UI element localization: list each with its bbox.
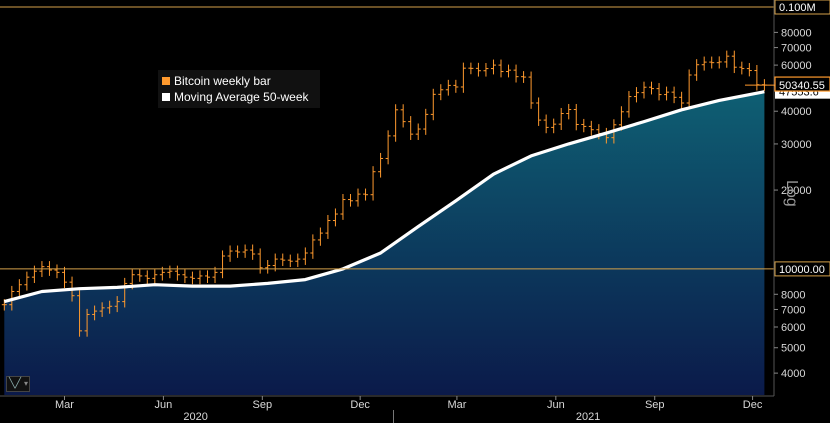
x-tick-label: Jun xyxy=(155,399,173,411)
y-tick-label: 30000 xyxy=(781,139,812,151)
x-axis: Mar Jun Sep Dec Mar Jun Sep Dec 2020 2021 xyxy=(0,395,774,423)
y-tick-label: 6000 xyxy=(781,322,805,334)
x-tick-label: Dec xyxy=(743,399,763,411)
x-tick-label: Dec xyxy=(350,399,370,411)
reference-label-box xyxy=(774,0,830,15)
x-tick-label: Mar xyxy=(55,399,74,411)
reference-label-box xyxy=(774,261,830,277)
last-price-box xyxy=(774,76,830,92)
ma-area-fill xyxy=(4,91,765,395)
ma-series-line xyxy=(3,90,765,304)
y-tick-label: 4000 xyxy=(781,368,805,380)
x-tick-label: Sep xyxy=(645,399,665,411)
y-axis: 4000500060007000800020000300004000050000… xyxy=(745,0,830,396)
chevron-down-icon[interactable]: ▾ xyxy=(24,379,29,388)
reference-label: 0.100M xyxy=(779,2,816,14)
legend-item-ma: Moving Average 50-week xyxy=(162,89,316,105)
legend-label-bars: Bitcoin weekly bar xyxy=(174,74,271,88)
x-tick-label: Mar xyxy=(447,399,466,411)
legend-swatch-ma xyxy=(162,93,170,101)
y-tick-label: 80000 xyxy=(781,27,812,39)
y-tick-label: 60000 xyxy=(781,60,812,72)
legend-label-ma: Moving Average 50-week xyxy=(174,90,309,104)
y-tick-label: 20000 xyxy=(781,185,812,197)
y-axis-scale-label: Log xyxy=(783,180,800,207)
y-tick-label: 5000 xyxy=(781,343,805,355)
price-bars xyxy=(1,50,767,337)
ma-area xyxy=(4,91,765,395)
x-tick-label: Jun xyxy=(547,399,565,411)
reference-lines: 0.100M 10000.00 xyxy=(0,0,830,277)
legend-item-bars: Bitcoin weekly bar xyxy=(162,73,316,89)
reference-label: 10000.00 xyxy=(779,264,825,276)
last-price-label: 50340.55 xyxy=(779,80,825,92)
y-tick-label: 70000 xyxy=(781,43,812,55)
y-tick-label: 40000 xyxy=(781,106,812,118)
ma-line xyxy=(3,90,765,304)
y-tick-label: 8000 xyxy=(781,289,805,301)
x-tick-label: Sep xyxy=(253,399,273,411)
chart-type-selector[interactable]: ╲╱ xyxy=(6,376,30,392)
x-year-label: 2021 xyxy=(576,411,600,423)
x-year-label: 2020 xyxy=(183,411,207,423)
legend-swatch-bars xyxy=(162,77,170,85)
y-tick-label: 7000 xyxy=(781,304,805,316)
legend: Bitcoin weekly bar Moving Average 50-wee… xyxy=(158,70,320,108)
line-chart-icon: ╲╱ xyxy=(9,378,22,389)
